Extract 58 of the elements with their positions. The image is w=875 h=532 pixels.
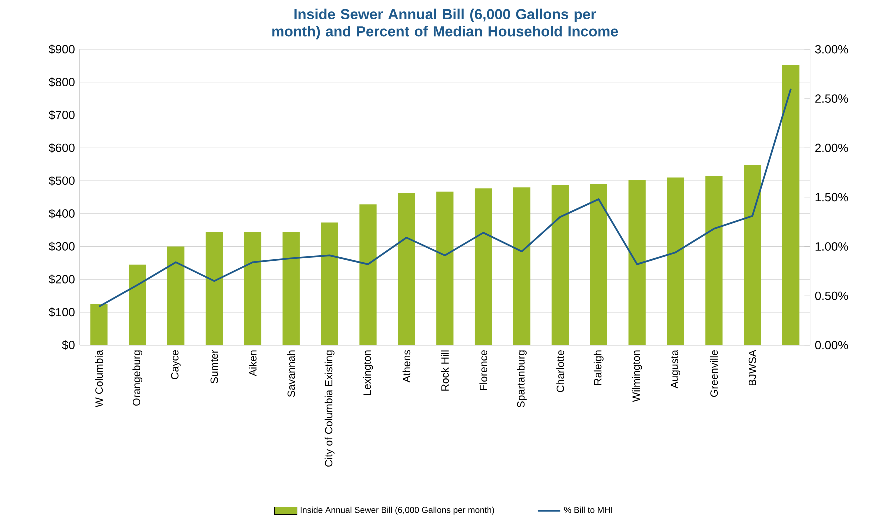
y-tick-label: $600 — [48, 144, 75, 154]
bar — [282, 232, 300, 346]
bar — [360, 204, 377, 346]
bar — [667, 178, 684, 346]
x-tick-label: Orangeburg — [132, 350, 143, 406]
bar — [398, 193, 416, 346]
bar — [167, 246, 185, 346]
x-tick-label: Savannah — [287, 350, 296, 398]
x-tick-label: Athens — [402, 350, 411, 384]
bar — [552, 186, 570, 346]
y-tick-label: $100 — [48, 308, 75, 318]
x-tick-label: City of Columbia Existing — [324, 350, 335, 468]
x-tick-label: Spartanburg — [517, 350, 527, 408]
bar — [206, 232, 224, 346]
x-tick-label: Raleigh — [594, 350, 604, 386]
y-tick-label: $300 — [48, 242, 75, 252]
y2-tick-label: 1.50% — [816, 193, 848, 202]
x-tick-label: Lexington — [363, 350, 374, 396]
bar — [706, 176, 723, 346]
chart-title: Inside Sewer Annual Bill (6,000 Gallons per month) and Percent of Median Household Income — [272, 9, 618, 40]
x-tick-label: Sumter — [210, 350, 218, 384]
bar — [474, 188, 492, 346]
y-tick-label: $500 — [48, 176, 75, 186]
x-tick-label: Greenville — [710, 350, 718, 398]
bar — [129, 265, 146, 346]
x-tick-label: BJWSA — [748, 350, 756, 386]
y2-tick-label: 2.00% — [816, 144, 848, 153]
y2-tick-label: 0.50% — [815, 292, 848, 300]
bar — [436, 192, 454, 346]
x-tick-label: Florence — [480, 350, 488, 390]
legend-label: Inside Annual Sewer Bill (6,000 Gallons per month) — [300, 507, 494, 516]
y-tick-label: $400 — [48, 209, 75, 219]
y-tick-label: $900 — [48, 44, 75, 55]
bar — [513, 188, 531, 346]
legend-label: % Bill to MHI — [564, 507, 612, 514]
x-tick-label: Wilmington — [632, 350, 642, 402]
bar — [744, 166, 762, 346]
bar — [90, 304, 108, 346]
y2-tick-label: 3.00% — [815, 46, 848, 54]
x-tick-label: Rock Hill — [441, 350, 450, 392]
bar — [321, 222, 338, 346]
bar — [628, 180, 646, 346]
y-tick-label: $200 — [48, 275, 75, 285]
line-series — [98, 88, 792, 308]
y-tick-label: $700 — [48, 110, 75, 120]
bar — [782, 65, 800, 346]
y-tick-label: $800 — [48, 78, 75, 88]
y2-tick-label: 2.50% — [816, 94, 848, 104]
x-tick-label: Augusta — [671, 350, 680, 389]
bar — [590, 184, 608, 346]
x-tick-label: Cayce — [171, 350, 181, 380]
y2-tick-label: 0.00% — [815, 341, 848, 350]
y-tick-label: $0 — [62, 340, 75, 350]
x-tick-label: Aiken — [249, 350, 257, 377]
bar — [244, 232, 262, 346]
x-tick-label: W Columbia — [95, 350, 104, 408]
y2-tick-label: 1.00% — [816, 242, 848, 252]
x-tick-label: Charlotte — [556, 350, 564, 393]
